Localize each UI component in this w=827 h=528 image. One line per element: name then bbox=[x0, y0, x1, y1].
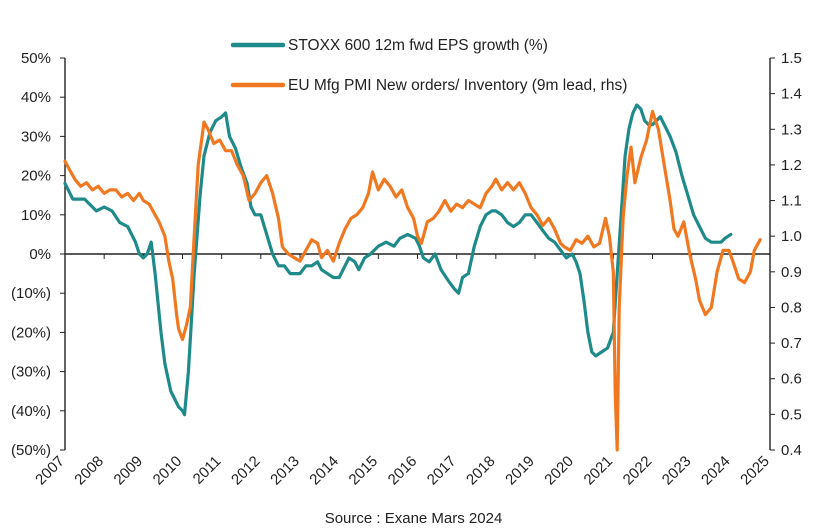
right-y-tick-label: 0.6 bbox=[781, 371, 802, 388]
left-y-tick-label: (10%) bbox=[11, 285, 51, 302]
left-y-tick-label: 50% bbox=[21, 50, 51, 67]
right-y-tick-label: 0.7 bbox=[781, 335, 802, 352]
x-tick-label: 2021 bbox=[581, 453, 617, 489]
left-y-tick-label: 30% bbox=[21, 128, 51, 145]
eps-pmi-line-chart: 50% 40% 30% 20% 10% 0% (10%) (20%) (30%) (40%) (50… bbox=[11, 37, 802, 489]
eps-growth-series-line bbox=[63, 103, 733, 417]
right-y-tick-label: 0.4 bbox=[781, 442, 802, 459]
left-y-tick-label: (40%) bbox=[11, 403, 51, 420]
left-y-tick-label: 40% bbox=[21, 89, 51, 106]
right-y-tick-label: 1.1 bbox=[781, 193, 802, 210]
x-tick-label: 2020 bbox=[541, 453, 577, 489]
right-y-tick-label: 0.5 bbox=[781, 406, 802, 423]
legend-label-pmi: EU Mfg PMI New orders/ Inventory (9m lea… bbox=[288, 77, 627, 94]
x-tick-label: 2019 bbox=[502, 453, 538, 489]
right-y-tick-label: 0.9 bbox=[781, 264, 802, 281]
x-tick-label: 2022 bbox=[620, 453, 656, 489]
x-tick-label: 2023 bbox=[659, 453, 695, 489]
x-tick-label: 2025 bbox=[737, 453, 773, 489]
chart-source-note: Source : Exane Mars 2024 bbox=[324, 510, 503, 527]
left-y-tick-label: 20% bbox=[21, 168, 51, 185]
x-tick-label: 2016 bbox=[385, 453, 421, 489]
right-y-tick-label: 1.5 bbox=[781, 50, 802, 67]
x-tick-label: 2011 bbox=[190, 453, 225, 488]
x-tick-label: 2008 bbox=[71, 453, 107, 489]
x-tick-label: 2018 bbox=[463, 453, 499, 489]
left-y-tick-label: 10% bbox=[21, 207, 51, 224]
left-y-tick-label: 0% bbox=[29, 246, 51, 263]
right-y-tick-label: 1.0 bbox=[781, 228, 802, 245]
left-y-tick-label: (30%) bbox=[11, 364, 51, 381]
x-tick-label: 2009 bbox=[111, 453, 147, 489]
right-y-tick-label: 0.8 bbox=[781, 299, 802, 316]
left-y-tick-label: (20%) bbox=[11, 324, 51, 341]
x-tick-label: 2013 bbox=[267, 453, 303, 489]
x-tick-label: 2017 bbox=[424, 453, 460, 489]
x-tick-label: 2012 bbox=[228, 453, 264, 489]
x-tick-label: 2010 bbox=[150, 453, 186, 489]
right-y-tick-label: 1.2 bbox=[781, 157, 802, 174]
right-y-tick-label: 1.4 bbox=[781, 86, 802, 103]
x-tick-label: 2015 bbox=[346, 453, 382, 489]
left-y-tick-label: (50%) bbox=[11, 442, 51, 459]
pmi-ratio-series-line bbox=[63, 109, 762, 452]
legend-label-eps: STOXX 600 12m fwd EPS growth (%) bbox=[288, 37, 548, 54]
x-tick-label: 2024 bbox=[698, 453, 734, 489]
right-y-tick-label: 1.3 bbox=[781, 121, 802, 138]
x-tick-label: 2014 bbox=[306, 453, 342, 489]
